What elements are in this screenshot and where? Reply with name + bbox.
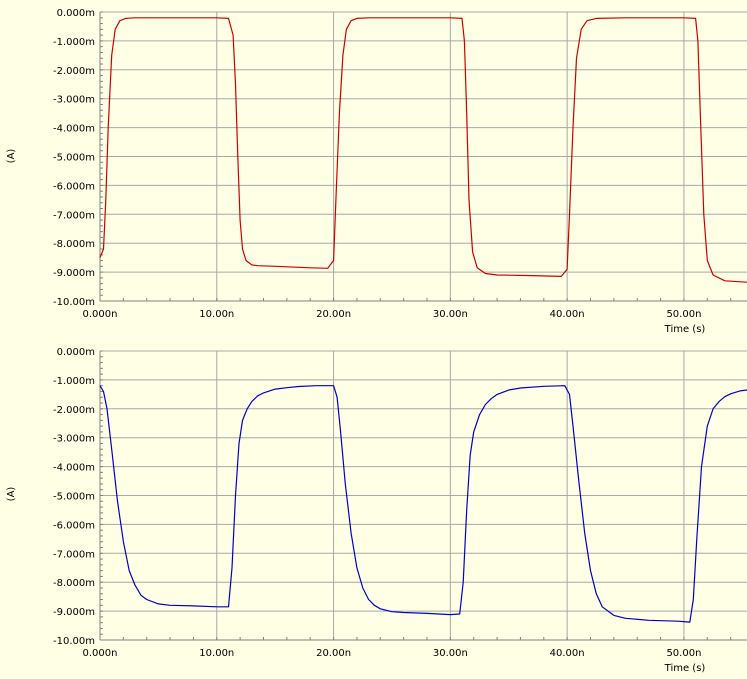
y-tick-label: -8.000m [53,578,95,589]
x-tick-label: 50.00n [666,648,701,659]
x-tick-label: 0.000n [83,648,118,659]
y-tick-label: -10.00m [53,636,95,647]
x-tick-label: 50.00n [666,309,701,320]
y-tick-label: -3.000m [53,95,95,106]
y-axis-title: (A) [6,149,17,164]
y-tick-label: -7.000m [53,210,95,221]
y-tick-label: -6.000m [53,520,95,531]
x-tick-label: 0.000n [83,309,118,320]
y-tick-label: -8.000m [53,239,95,250]
x-tick-label: 40.00n [550,309,585,320]
y-tick-label: -1.000m [53,376,95,387]
y-tick-label: -5.000m [53,492,95,503]
y-tick-label: -6.000m [53,181,95,192]
y-tick-label: -3.000m [53,434,95,445]
x-axis-title: Time (s) [664,663,706,674]
y-tick-label: -7.000m [53,549,95,560]
series-line-1 [99,385,747,623]
y-tick-label: -9.000m [53,268,95,279]
series-line-1 [99,17,747,283]
y-tick-label: -2.000m [53,405,95,416]
y-tick-label: -1.000m [53,37,95,48]
y-tick-label: -4.000m [53,124,95,135]
plot-1: 0.000m -1.000m -2.000m -3.000m -4.000m -5.000… [6,8,747,335]
y-tick-label: -2.000m [53,66,95,77]
x-tick-label: 20.00n [316,309,351,320]
x-axis-title: Time (s) [664,324,706,335]
y-tick-label: 0.000m [57,347,95,358]
x-tick-label: 10.00n [199,309,234,320]
y-tick-label: -10.00m [53,297,95,308]
x-tick-label: 30.00n [433,648,468,659]
y-tick-label: -9.000m [53,607,95,618]
x-tick-label: 30.00n [433,309,468,320]
y-tick-label: -4.000m [53,463,95,474]
x-tick-label: 40.00n [550,648,585,659]
y-tick-label: -5.000m [53,153,95,164]
plot-2: 0.000m -1.000m -2.000m -3.000m -4.000m -5.000… [6,347,747,674]
x-tick-label: 20.00n [316,648,351,659]
x-tick-label: 10.00n [199,648,234,659]
y-tick-label: 0.000m [57,8,95,19]
y-axis-title: (A) [6,487,17,502]
